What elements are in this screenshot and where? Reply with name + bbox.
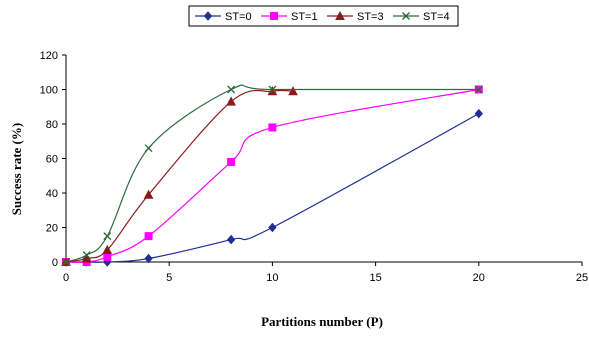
data-point (62, 258, 70, 266)
data-point (226, 234, 236, 245)
legend-item: ST=3 (327, 10, 384, 23)
legend-label: ST=1 (291, 11, 318, 23)
series-st-4 (62, 84, 483, 266)
y-tick-label: 100 (40, 85, 58, 97)
series-line (65, 88, 479, 263)
legend-label: ST=4 (423, 11, 450, 23)
data-point (144, 253, 153, 264)
legend-item: ST=0 (195, 11, 252, 23)
data-point (103, 252, 112, 261)
y-tick-label: 80 (46, 119, 58, 131)
y-tick-label: 0 (52, 257, 58, 269)
data-point (81, 253, 92, 263)
data-point (268, 222, 277, 233)
legend-box (188, 5, 459, 27)
y-axis-title: Success rate (%) (9, 123, 24, 215)
data-point (143, 189, 154, 199)
data-point (144, 232, 153, 241)
data-point (288, 86, 298, 96)
series-lines (61, 84, 483, 267)
x-axis-title: Partitions number (P) (261, 314, 383, 329)
data-point (268, 123, 277, 132)
series-st-3 (61, 86, 298, 266)
data-point (227, 157, 236, 166)
x-tick-label: 5 (166, 272, 172, 284)
legend-label: ST=0 (225, 11, 252, 23)
x-tick-label: 25 (576, 272, 588, 284)
series-st-1 (62, 85, 483, 266)
data-point (103, 232, 112, 241)
legend-marker (335, 10, 345, 20)
data-point (474, 85, 483, 94)
x-tick-label: 10 (266, 272, 278, 284)
axes: 0 20 40 60 80 100 120 0 5 10 15 20 25 (40, 50, 588, 284)
series-st-0 (61, 108, 483, 267)
data-point (82, 251, 91, 260)
legend-label: ST=3 (357, 11, 384, 23)
data-point (226, 96, 236, 106)
data-point (268, 85, 277, 94)
series-line (65, 89, 294, 263)
legend: ST=0 ST=1 ST=3 ST=4 (188, 5, 459, 27)
y-tick-label: 120 (40, 50, 58, 62)
y-tick-label: 40 (46, 188, 58, 200)
data-point (102, 244, 113, 254)
data-point (144, 144, 153, 153)
x-tick-label: 15 (369, 272, 381, 284)
series-line (66, 113, 480, 263)
x-tick-label: 0 (63, 272, 69, 284)
y-tick-label: 60 (46, 154, 58, 166)
data-point (474, 108, 483, 119)
legend-item: ST=1 (261, 11, 318, 23)
data-point (227, 85, 236, 94)
legend-marker (270, 12, 278, 20)
legend-marker (203, 11, 213, 21)
x-tick-label: 20 (473, 272, 485, 284)
legend-marker (402, 12, 410, 20)
y-tick-label: 20 (46, 223, 58, 235)
legend-item: ST=4 (393, 11, 450, 23)
series-line (65, 84, 479, 263)
